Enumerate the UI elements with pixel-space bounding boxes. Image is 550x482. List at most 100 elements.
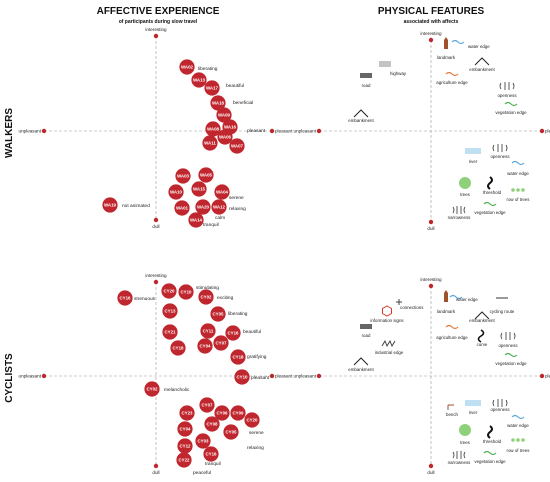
participant-bubble [117, 290, 133, 306]
participant-bubble [213, 335, 229, 351]
feature-vegetation-edge: vegetation edge [474, 450, 506, 464]
participant-bubble [230, 405, 246, 421]
participant-code: WA20 [197, 205, 210, 210]
participant-bubble [177, 438, 193, 454]
bench-icon [447, 404, 454, 410]
cyclist-bubble-cy05: CY05 [223, 424, 239, 440]
feature-label: vegetation edge [495, 361, 527, 366]
feature-label: embankment [348, 367, 374, 372]
participant-bubble [230, 349, 246, 365]
participant-bubble [195, 433, 211, 449]
participant-code: CY16 [228, 331, 240, 336]
openness-icon [499, 82, 515, 90]
feature-trees: trees [459, 424, 471, 445]
axis-dot-bottom [428, 463, 434, 469]
participant-code: WA11 [204, 141, 216, 146]
feature-row-of-trees: row of trees [507, 438, 530, 453]
participant-bubble [199, 397, 215, 413]
axis-label-bottom: dull [152, 224, 159, 229]
axis-label-bottom: dull [152, 470, 159, 475]
affective-title: AFFECTIVE EXPERIENCE [97, 6, 220, 17]
affect-label-relaxing: relaxing [247, 445, 264, 451]
feature-label: highway [390, 71, 407, 76]
feature-road: road [360, 73, 372, 88]
walker-bubble-wa17: WA17 [204, 80, 220, 96]
participant-code: WA08 [207, 127, 220, 132]
zigzag-icon [381, 339, 396, 348]
feature-openness: openness [498, 332, 518, 348]
feature-water-edge: water edge [449, 294, 478, 302]
feature-highway: highway [379, 61, 407, 76]
participant-code: WA01 [176, 206, 189, 211]
cyclist-bubble-cy16: CY16 [225, 325, 241, 341]
participant-code: WA16 [224, 125, 237, 130]
cyclist-bubble-cy20: CY20 [244, 412, 260, 428]
participant-bubble [144, 381, 160, 397]
walker-bubble-wa06: WA06 [217, 129, 233, 145]
feature-label: water edge [456, 297, 478, 302]
threshold-icon [487, 176, 493, 190]
participant-code: CY08 [207, 422, 219, 427]
feature-label: landmark [437, 55, 456, 60]
participant-code: CY07 [216, 341, 228, 346]
feature-embankment: embankment [348, 357, 374, 372]
cyclist-bubble-cy20: CY20 [161, 283, 177, 299]
axis-dot-right [269, 373, 275, 379]
cyclist-bubble-cy13: CY13 [162, 303, 178, 319]
curve-icon [477, 329, 485, 343]
walker-bubble-wa19: WA19 [102, 197, 118, 213]
axis-label-right: pleasant [545, 129, 550, 134]
wave-orange-icon [445, 71, 459, 77]
participant-code: WA03 [177, 174, 190, 179]
walker-bubble-wa15: WA15 [191, 181, 207, 197]
participant-code: CY18 [173, 346, 185, 351]
participant-code: CY02 [147, 387, 159, 392]
cyclist-bubble-cy23: CY23 [179, 405, 195, 421]
cyclist-bubble-cy16: CY16 [117, 290, 133, 306]
river-icon [465, 148, 481, 154]
walker-bubble-wa18: WA18 [210, 95, 226, 111]
feature-label: water edge [507, 171, 529, 176]
feature-label: threshold [483, 439, 502, 444]
axis-label-bottom: dull [427, 226, 434, 231]
participant-code: WA13 [193, 78, 206, 83]
participant-bubble [214, 184, 230, 200]
walker-bubble-wa08: WA08 [205, 121, 221, 137]
cyclist-bubble-cy03: CY03 [195, 433, 211, 449]
axis-dot-right [539, 128, 545, 134]
participant-code: CY11 [203, 329, 214, 334]
cyclist-bubble-cy18: CY18 [170, 340, 186, 356]
participant-bubble [198, 289, 214, 305]
participant-bubble [179, 59, 195, 75]
participant-code: CY04 [180, 427, 192, 432]
participant-code: CY12 [180, 444, 192, 449]
axis-label-top: interesting [420, 277, 442, 282]
participant-code: CY03 [198, 439, 210, 444]
feature-label: threshold [483, 190, 502, 195]
feature-label: agriculture edge [436, 80, 468, 85]
physical-subtitle: associated with affects [404, 19, 459, 25]
cyclist-bubble-cy09: CY09 [230, 405, 246, 421]
feature-label: row of trees [507, 197, 531, 202]
feature-openness: openness [497, 82, 517, 98]
participant-code: CY10 [237, 375, 249, 380]
feature-agriculture-edge: agriculture edge [436, 71, 468, 85]
affect-label-stimulating: stimulating [196, 285, 219, 291]
participant-bubble [210, 95, 226, 111]
affect-label-relaxing: relaxing [229, 206, 246, 212]
cyclist-bubble-cy10: CY10 [234, 369, 250, 385]
participant-code: CY06 [217, 411, 229, 416]
walker-bubble-wa09: WA09 [216, 107, 232, 123]
participant-code: WA07 [231, 144, 244, 149]
cyclist-bubble-cy05: CY05 [210, 306, 226, 322]
axis-label-right: pleasant [275, 374, 293, 379]
participant-bubble [162, 303, 178, 319]
feature-embankment: embankment [348, 109, 374, 123]
axis-dot-top [428, 283, 434, 289]
feature-label: water edge [468, 44, 490, 49]
feature-label: road [362, 333, 371, 338]
quadrant-frame-0: interesting dull unpleasant pleasant [19, 27, 294, 229]
affect-label-not-animated: not animated [122, 203, 150, 209]
openness-icon [492, 399, 508, 407]
